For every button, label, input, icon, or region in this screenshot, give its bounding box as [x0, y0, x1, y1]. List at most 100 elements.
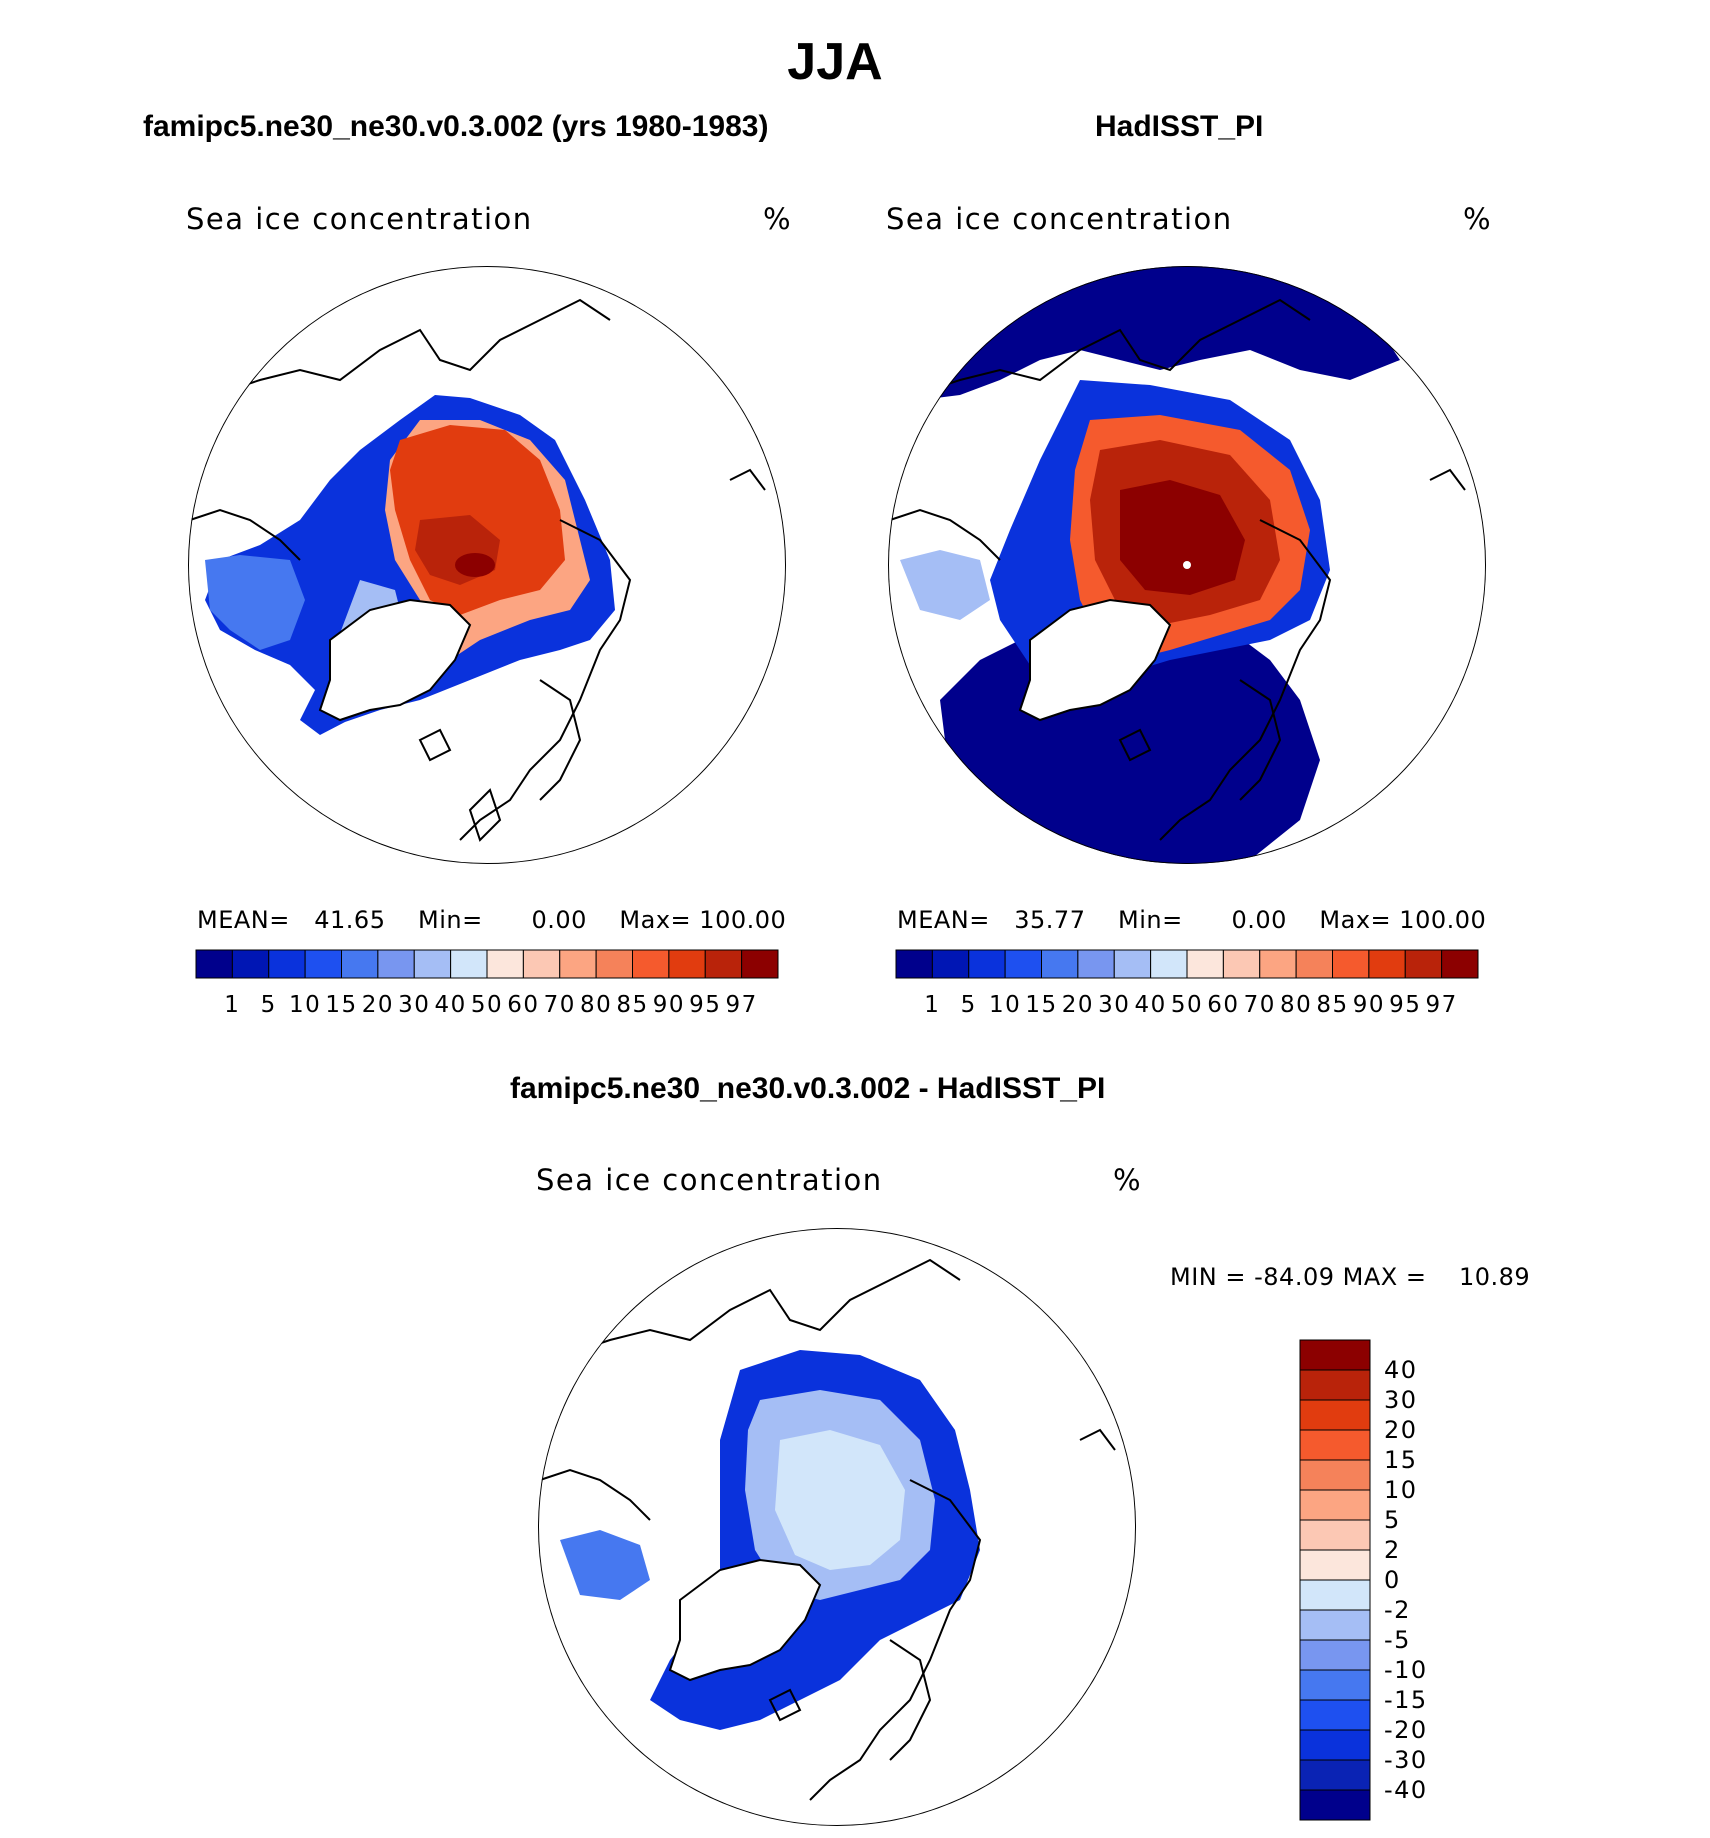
panel-2-stats: MEAN= 35.77 Min= 0.00 Max= 100.00 — [897, 906, 1486, 934]
panel-2-colorbar-tick-label: 20 — [1061, 992, 1095, 1018]
panel-2-coastlines — [889, 298, 1466, 841]
panel-2-colorbar-tick-label: 15 — [1025, 992, 1058, 1018]
panel-2-colorbar-tick-label: 10 — [988, 992, 1022, 1018]
figure-title: JJA — [787, 33, 883, 91]
panel-1-colorbar-swatch-6 — [413, 949, 452, 979]
panel-2-colorbar — [895, 949, 1479, 979]
panel-2-colorbar-tick-label: 60 — [1207, 992, 1240, 1018]
panel-2-colorbar-swatch-6 — [1113, 949, 1152, 979]
panel-1-colorbar-tick-label: 50 — [470, 992, 504, 1018]
panel-1-colorbar-swatch-3 — [304, 949, 342, 979]
difference-map — [538, 1228, 1136, 1826]
panel-2-colorbar-swatch-12 — [1332, 949, 1370, 979]
difference-title: famipc5.ne30_ne30.v0.3.002 - HadISST_PI — [510, 1072, 1106, 1105]
difference-colorbar-tick-label: -2 — [1384, 1596, 1411, 1624]
panel-2-colorbar-swatch-7 — [1150, 949, 1188, 979]
panel-1-colorbar-tick-label: 5 — [260, 992, 277, 1018]
difference-colorbar-swatch-15 — [1299, 1789, 1371, 1821]
difference-colorbar-swatch-0 — [1299, 1339, 1371, 1371]
difference-colorbar-tick-label: 15 — [1384, 1446, 1418, 1474]
panel-1-colorbar-swatch-2 — [268, 949, 306, 979]
panel-1-colorbar-swatch-15 — [741, 949, 779, 979]
panel-1-colorbar-tick-label: 60 — [507, 992, 540, 1018]
panel-2-colorbar-tick-label: 5 — [960, 992, 977, 1018]
panel-1-coastlines — [189, 298, 766, 842]
difference-colorbar-tick-label: -20 — [1384, 1716, 1428, 1744]
panel-1-colorbar-tick-label: 80 — [579, 992, 613, 1018]
difference-colorbar-swatch-2 — [1299, 1399, 1371, 1431]
panel-2-colorbar-tick-label: 90 — [1352, 992, 1386, 1018]
panel-1-max-label: Max= — [619, 906, 692, 934]
panel-1-mean-label: MEAN= — [197, 906, 290, 934]
panel-1-colorbar-swatch-4 — [341, 949, 379, 979]
panel-2-colorbar-swatch-8 — [1186, 949, 1224, 979]
panel-1-stats: MEAN= 41.65 Min= 0.00 Max= 100.00 — [197, 906, 786, 934]
difference-colorbar-swatch-5 — [1299, 1489, 1371, 1521]
difference-colorbar-swatch-13 — [1299, 1729, 1371, 1761]
panel-2-mean-label: MEAN= — [897, 906, 990, 934]
difference-colorbar-tick-label: 40 — [1384, 1356, 1418, 1384]
panel-2-mean-value: 35.77 — [1014, 906, 1086, 934]
panel-1-min-value: 0.00 — [531, 906, 587, 934]
difference-units-label: % — [1113, 1163, 1143, 1197]
panel-1-colorbar-tick-label: 15 — [325, 992, 358, 1018]
panel-1-ice-west — [205, 555, 305, 650]
difference-colorbar-tick-label: -15 — [1384, 1686, 1428, 1714]
panel-1-colorbar-tick-label: 95 — [689, 992, 722, 1018]
panel-1-colorbar-swatch-14 — [704, 949, 743, 979]
panel-1-colorbar-tick-label: 10 — [288, 992, 322, 1018]
panel-2-colorbar-tick-label: 85 — [1316, 992, 1349, 1018]
panel-2-colorbar-swatch-10 — [1259, 949, 1297, 979]
panel-1-colorbar-swatch-9 — [522, 949, 561, 979]
panel-1-colorbar-swatch-0 — [195, 949, 233, 979]
panel-2-colorbar-tick-label: 1 — [924, 992, 941, 1018]
difference-colorbar-swatch-8 — [1299, 1579, 1371, 1611]
panel-2-colorbar-swatch-9 — [1222, 949, 1261, 979]
panel-2-min-value: 0.00 — [1231, 906, 1287, 934]
panel-2-colorbar-swatch-2 — [968, 949, 1006, 979]
panel-1-title: famipc5.ne30_ne30.v0.3.002 (yrs 1980-198… — [143, 110, 769, 143]
panel-2-colorbar-swatch-3 — [1004, 949, 1042, 979]
difference-colorbar-tick-label: 0 — [1384, 1566, 1401, 1594]
panel-1-colorbar-tick-label: 70 — [543, 992, 576, 1018]
panel-1-colorbar-swatch-12 — [632, 949, 670, 979]
panel-2-greenland — [1018, 598, 1172, 722]
difference-colorbar-swatch-9 — [1299, 1609, 1371, 1641]
difference-colorbar — [1299, 1339, 1371, 1821]
difference-min-label: MIN = — [1170, 1263, 1246, 1291]
difference-colorbar-tick-label: 30 — [1384, 1386, 1418, 1414]
panel-1-colorbar-swatch-7 — [450, 949, 488, 979]
panel-2-max-value: 100.00 — [1399, 906, 1487, 934]
panel-2-colorbar-swatch-15 — [1441, 949, 1479, 979]
panel-1-min-label: Min= — [417, 906, 483, 934]
panel-2-ice-west — [900, 550, 990, 620]
panel-1-colorbar-tick-label: 97 — [725, 992, 758, 1018]
panel-1-colorbar-tick-label: 1 — [224, 992, 241, 1018]
panel-2-colorbar-swatch-14 — [1404, 949, 1443, 979]
difference-colorbar-tick-label: -40 — [1384, 1776, 1428, 1804]
difference-colorbar-tick-label: 2 — [1384, 1536, 1401, 1564]
difference-colorbar-swatch-1 — [1299, 1369, 1371, 1401]
difference-colorbar-swatch-7 — [1299, 1549, 1371, 1581]
panel-2-colorbar-swatch-4 — [1041, 949, 1079, 979]
panel-2-colorbar-tick-label: 95 — [1389, 992, 1422, 1018]
difference-colorbar-swatch-6 — [1299, 1519, 1371, 1551]
panel-1-colorbar-swatch-10 — [559, 949, 597, 979]
panel-1-colorbar-tick-label: 90 — [652, 992, 686, 1018]
difference-band-west — [560, 1530, 650, 1600]
panel-1-units-label: % — [763, 202, 793, 236]
panel-2-min-label: Min= — [1117, 906, 1183, 934]
panel-2-colorbar-swatch-5 — [1077, 949, 1115, 979]
difference-colorbar-tick-label: -30 — [1384, 1746, 1428, 1774]
difference-min-value: -84.09 — [1254, 1263, 1335, 1291]
panel-2-colorbar-swatch-0 — [895, 949, 933, 979]
panel-1-colorbar-swatch-5 — [377, 949, 415, 979]
difference-range: MIN = -84.09 MAX = 10.89 — [1170, 1263, 1530, 1291]
panel-2-map — [888, 266, 1486, 864]
panel-1-max-value: 100.00 — [699, 906, 787, 934]
panel-2-colorbar-tick-label: 40 — [1134, 992, 1167, 1018]
difference-colorbar-tick-label: 5 — [1384, 1506, 1401, 1534]
difference-colorbar-swatch-14 — [1299, 1759, 1371, 1791]
difference-max-value: 10.89 — [1458, 1263, 1531, 1291]
